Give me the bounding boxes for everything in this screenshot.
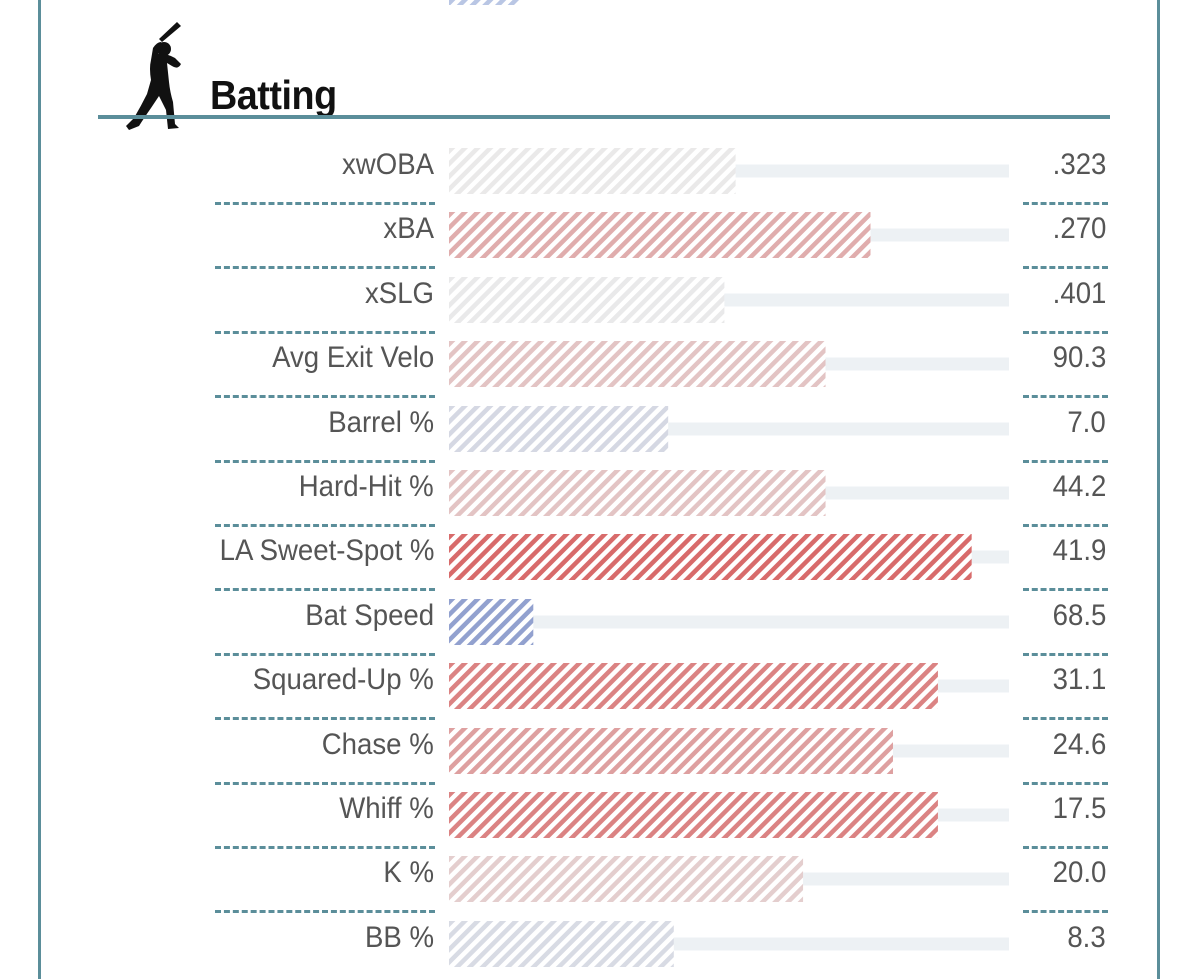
percentile-bar <box>449 148 1009 194</box>
metric-row: Bat Speed 68.5 <box>0 588 1200 656</box>
percentile-fill <box>449 148 736 194</box>
row-divider-left <box>215 781 435 785</box>
row-divider-left <box>215 266 435 270</box>
percentile-bar <box>449 598 1009 645</box>
row-divider-right <box>1023 266 1108 270</box>
percentile-fill <box>449 598 534 645</box>
metric-label: Barrel % <box>328 405 434 439</box>
metric-row: Chase % 24.6 <box>0 717 1200 785</box>
row-divider-left <box>215 717 435 721</box>
percentile-bar <box>449 663 1009 710</box>
percentile-bar <box>449 212 1009 259</box>
row-divider-left <box>215 588 435 592</box>
percentile-fill <box>449 405 669 452</box>
row-divider-right <box>1023 781 1108 785</box>
metric-label: BB % <box>364 920 434 954</box>
percentile-bar <box>449 920 1009 967</box>
row-divider-right <box>1023 652 1108 656</box>
metric-row: Hard-Hit % 44.2 <box>0 459 1200 527</box>
row-divider-right <box>1023 459 1108 463</box>
percentile-fill <box>449 663 938 710</box>
percentile-bar <box>449 341 1009 388</box>
metric-label: Avg Exit Velo <box>271 341 434 375</box>
metric-row: LA Sweet-Spot % 41.9 <box>0 523 1200 592</box>
percentile-fill <box>449 470 826 516</box>
metric-value: .270 <box>1052 212 1106 246</box>
metric-value: .401 <box>1052 276 1106 310</box>
row-divider-left <box>215 652 435 656</box>
row-divider-left <box>215 846 435 849</box>
percentile-bar <box>449 470 1009 516</box>
metric-row: Barrel % 7.0 <box>0 395 1200 463</box>
metric-label: K % <box>383 856 434 890</box>
percentile-fill <box>449 856 804 903</box>
metric-label: xBA <box>383 212 434 246</box>
percentile-bar <box>449 856 1009 903</box>
metric-row: xBA .270 <box>0 201 1200 270</box>
row-divider-right <box>1023 330 1108 334</box>
row-divider-right <box>1023 524 1108 527</box>
percentile-fill <box>449 792 938 838</box>
percentile-fill <box>449 341 826 388</box>
percentile-fill <box>449 534 972 581</box>
metric-label: Chase % <box>322 727 434 761</box>
frame-left-border <box>38 0 41 979</box>
row-divider-right <box>1023 202 1108 205</box>
metric-value: 90.3 <box>1052 341 1106 375</box>
metric-row: xwOBA .323 <box>0 137 1200 205</box>
percentile-bar <box>449 792 1009 838</box>
percentile-fill <box>449 727 893 774</box>
row-divider-right <box>1023 395 1108 399</box>
metric-row: Avg Exit Velo 90.3 <box>0 330 1200 399</box>
row-divider-right <box>1023 588 1108 592</box>
frame-right-border <box>1157 0 1160 979</box>
row-divider-left <box>215 524 435 527</box>
row-divider-right <box>1023 910 1108 914</box>
percentile-bar <box>449 534 1009 581</box>
percentile-bar <box>449 727 1009 774</box>
metric-label: Squared-Up % <box>252 663 434 697</box>
metric-value: 68.5 <box>1052 598 1106 632</box>
metric-value: 31.1 <box>1052 663 1106 697</box>
metric-value: 41.9 <box>1052 534 1106 568</box>
metric-label: xwOBA <box>341 148 434 181</box>
row-divider-right <box>1023 717 1108 721</box>
metric-value: 20.0 <box>1052 856 1106 890</box>
metric-label: LA Sweet-Spot % <box>219 534 434 568</box>
metric-value: .323 <box>1052 148 1106 181</box>
metric-value: 17.5 <box>1052 792 1106 825</box>
batter-silhouette-icon <box>126 22 181 130</box>
metric-value: 24.6 <box>1052 727 1106 761</box>
metric-value: 7.0 <box>1067 405 1106 439</box>
percentile-fill <box>449 212 871 259</box>
header-rule <box>98 115 1110 119</box>
metric-label: Bat Speed <box>305 598 434 632</box>
metric-label: xSLG <box>364 276 434 310</box>
percentile-fill <box>449 276 725 323</box>
metric-row: Squared-Up % 31.1 <box>0 652 1200 721</box>
percentile-bar <box>449 276 1009 323</box>
percentile-track <box>449 615 1009 629</box>
metric-value: 44.2 <box>1052 470 1106 503</box>
row-divider-left <box>215 910 435 914</box>
metric-label: Whiff % <box>339 792 434 825</box>
batting-section-header: Batting <box>95 14 1110 130</box>
metric-row: BB % 8.3 <box>0 910 1200 974</box>
metric-value: 8.3 <box>1067 920 1106 954</box>
metric-label: Hard-Hit % <box>299 470 434 503</box>
row-divider-left <box>215 330 435 334</box>
metric-row: Whiff % 17.5 <box>0 781 1200 849</box>
metric-row: K % 20.0 <box>0 845 1200 914</box>
row-divider-left <box>215 395 435 399</box>
metric-row: xSLG .401 <box>0 266 1200 334</box>
percentile-fill <box>449 920 674 967</box>
previous-section-bar-fragment <box>449 0 520 5</box>
percentile-bar <box>449 405 1009 452</box>
row-divider-left <box>215 202 435 205</box>
row-divider-left <box>215 459 435 463</box>
section-title: Batting <box>210 72 337 118</box>
row-divider-right <box>1023 846 1108 849</box>
